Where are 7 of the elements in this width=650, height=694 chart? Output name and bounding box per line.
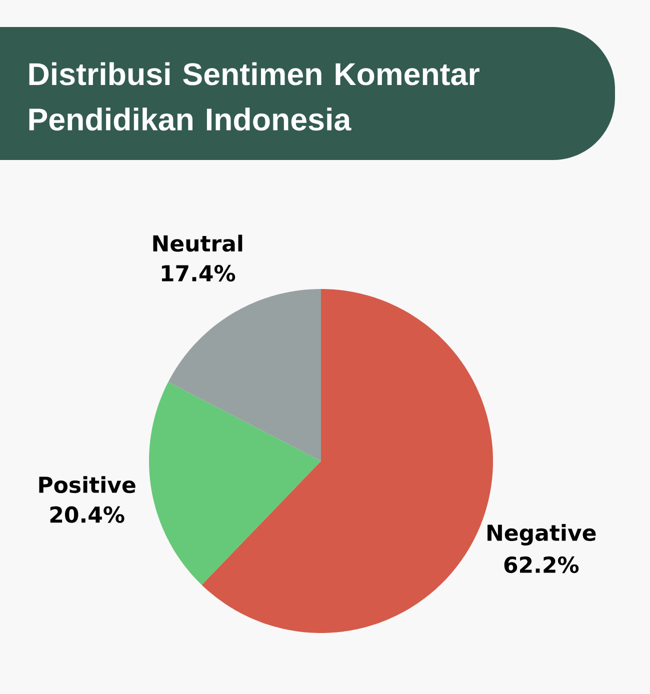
- slice-label: Negative: [488, 524, 596, 546]
- chart-title: Distribusi Sentimen Komentar Pendidikan Indonesia: [29, 62, 480, 131]
- data-label: 17.4%: [162, 264, 236, 282]
- slice-label: Positive: [39, 476, 136, 494]
- data-label: 20.4%: [50, 506, 124, 523]
- slice-label: Neutral: [153, 234, 242, 252]
- data-label: 62.2%: [504, 556, 579, 574]
